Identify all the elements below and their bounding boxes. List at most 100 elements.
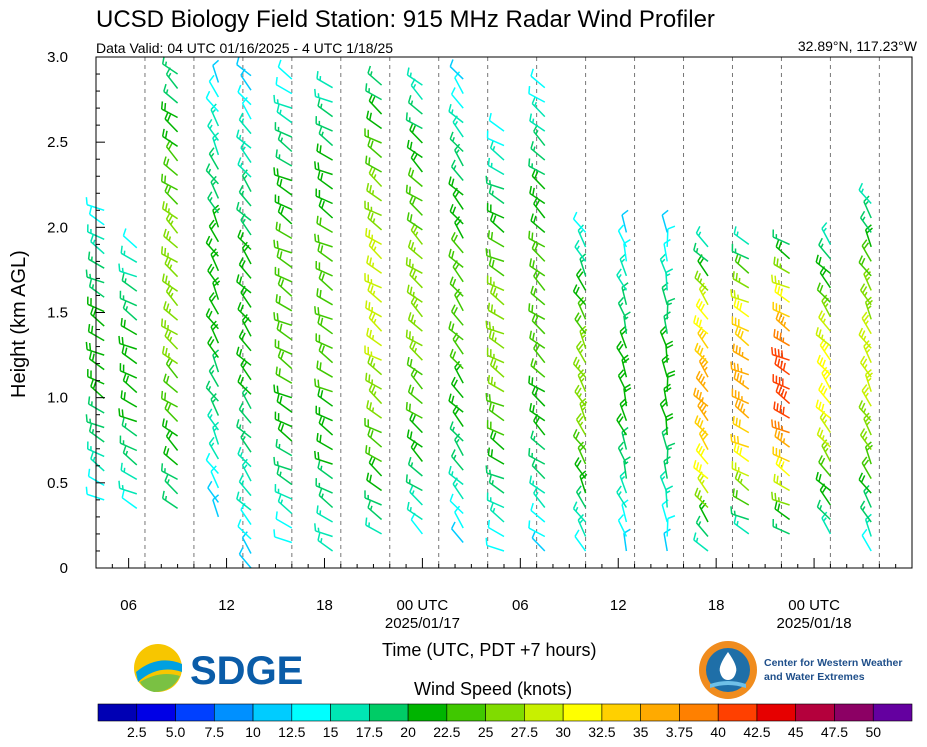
colorbar-swatch: [834, 703, 874, 722]
wind-barb: [212, 421, 220, 445]
wind-barb: [530, 141, 546, 161]
wind-barb: [238, 547, 252, 569]
wind-barb: [487, 447, 505, 465]
wind-barb: [365, 83, 382, 101]
wind-barb: [364, 128, 382, 144]
colorbar-swatch: [97, 703, 138, 722]
wind-barb: [572, 284, 587, 306]
wind-barb: [530, 358, 546, 378]
wind-barb: [121, 490, 138, 510]
wind-barb: [163, 228, 179, 249]
wind-barb: [277, 349, 293, 370]
wind-barb: [273, 529, 293, 544]
wind-barb: [275, 438, 293, 457]
sdge-logo-text: SDGE: [190, 649, 303, 693]
wind-barb: [119, 290, 138, 307]
wind-barb: [365, 228, 382, 246]
wind-barb: [367, 138, 383, 159]
wind-barb: [529, 113, 546, 132]
wind-barb: [489, 285, 505, 306]
cw3e-logo: Center for Western Weather and Water Ext…: [699, 641, 902, 699]
colorbar-tick-label: 3.75: [666, 724, 693, 740]
wind-barb: [734, 326, 750, 347]
wind-barb: [730, 361, 750, 376]
colorbar-tick-label: 32.5: [588, 724, 615, 740]
colorbar-tick-label: 10: [245, 724, 261, 740]
wind-barb: [88, 279, 105, 298]
wind-barb: [859, 500, 872, 523]
wind-barb: [530, 213, 546, 233]
wind-barb: [449, 493, 464, 515]
colorbar-swatch: [872, 703, 913, 722]
wind-barb: [367, 427, 383, 448]
x-tick-label: 18: [708, 597, 725, 614]
wind-barb: [579, 325, 588, 349]
wind-barb: [240, 502, 252, 526]
colorbar-swatch: [485, 703, 525, 722]
wind-barb: [665, 485, 674, 508]
wind-barb: [572, 356, 587, 378]
wind-barb: [529, 258, 546, 277]
wind-barb: [316, 143, 333, 161]
wind-barb: [210, 465, 220, 489]
wind-barb: [734, 253, 750, 274]
wind-barb: [207, 480, 220, 503]
wind-barb: [406, 212, 423, 231]
wind-barb: [450, 159, 464, 181]
wind-barb: [485, 537, 505, 552]
wind-barb: [574, 239, 587, 262]
wind-barb: [85, 414, 105, 429]
wind-barb: [210, 103, 220, 127]
colorbar-tick-label: 25: [478, 724, 494, 740]
wind-barb: [409, 412, 423, 434]
wind-barb: [273, 94, 293, 109]
y-tick-label: 2.5: [47, 134, 68, 151]
wind-barb: [575, 485, 587, 508]
wind-barb: [88, 351, 105, 371]
wind-barb: [276, 393, 293, 413]
x-tick-label: 00 UTC: [397, 597, 449, 614]
wind-barb: [409, 484, 423, 506]
wind-barb: [241, 386, 252, 410]
wind-barb: [212, 349, 220, 373]
wind-barb: [205, 163, 219, 185]
wind-barb: [238, 185, 252, 207]
chart-title: UCSD Biology Field Station: 915 MHz Rada…: [96, 6, 715, 33]
wind-barb: [663, 456, 671, 479]
colorbar-tick-label: 40: [710, 724, 726, 740]
wind-barb: [773, 256, 790, 274]
wind-barb: [772, 301, 790, 318]
wind-barb: [859, 428, 872, 451]
wind-barb: [448, 393, 464, 413]
wind-barb: [864, 369, 873, 392]
wind-barb: [165, 212, 179, 234]
wind-barb: [574, 312, 587, 335]
wind-barb: [815, 471, 831, 492]
colorbar-tick-label: 17.5: [356, 724, 383, 740]
wind-barb: [240, 430, 252, 453]
colorbar-swatch: [136, 703, 176, 722]
wind-barb: [164, 401, 179, 423]
wind-barb: [448, 248, 464, 268]
wind-barb: [316, 71, 333, 89]
wind-barb: [774, 284, 791, 303]
wind-barb: [87, 323, 105, 342]
wind-barb: [207, 336, 220, 359]
y-tick-label: 1.0: [47, 390, 68, 407]
wind-barb: [816, 354, 831, 376]
wind-barb: [531, 96, 546, 118]
wind-barb: [238, 329, 252, 352]
wind-barb: [318, 198, 334, 219]
wind-barb: [275, 221, 293, 240]
colorbar-tick-label: 35: [633, 724, 649, 740]
wind-barb: [695, 515, 709, 537]
colorbar-tick-label: 12.5: [278, 724, 305, 740]
wind-barb: [275, 366, 293, 384]
wind-barb: [318, 270, 334, 291]
wind-barb: [531, 241, 546, 262]
wind-barb: [773, 401, 790, 419]
wind-barb: [858, 255, 872, 277]
wind-barb: [617, 441, 628, 465]
wind-barb: [314, 161, 333, 176]
